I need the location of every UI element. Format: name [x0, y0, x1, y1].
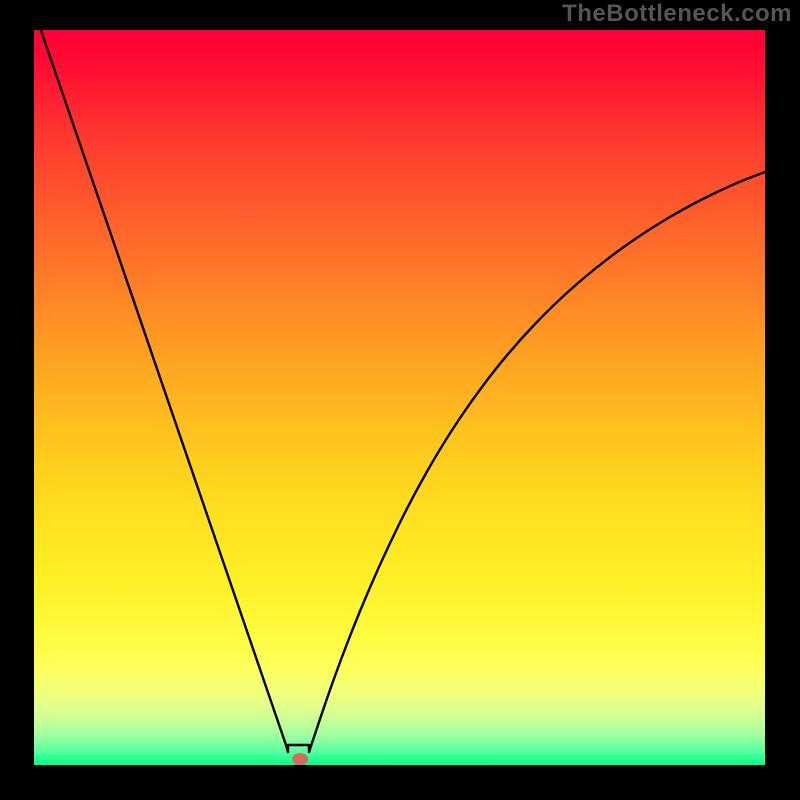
source-watermark: TheBottleneck.com: [562, 0, 792, 28]
bottleneck-chart: [0, 0, 800, 800]
chart-container: TheBottleneck.com: [0, 0, 800, 800]
plot-background: [34, 30, 765, 765]
optimal-point-marker: [292, 753, 308, 765]
